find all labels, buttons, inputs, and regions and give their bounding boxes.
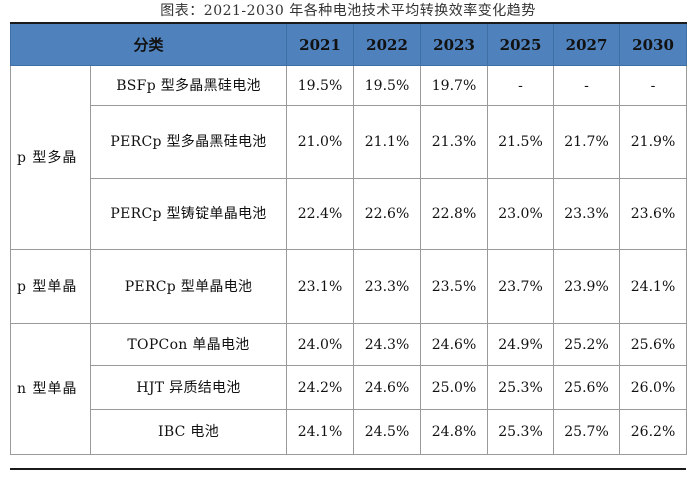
group-label: n 型单晶 bbox=[10, 323, 91, 455]
value-cell: 23.3% bbox=[353, 249, 422, 324]
value-cell: 19.5% bbox=[286, 65, 355, 106]
value-cell: 24.3% bbox=[353, 323, 422, 366]
header-category: 分类 bbox=[9, 22, 288, 66]
tech-name: PERCp 型铸锭单晶电池 bbox=[89, 178, 288, 250]
value-cell: 23.0% bbox=[487, 178, 555, 250]
value-cell: 25.6% bbox=[553, 365, 621, 410]
tech-name: BSFp 型多晶黑硅电池 bbox=[89, 65, 288, 106]
value-cell: 24.1% bbox=[619, 249, 688, 324]
value-cell: - bbox=[619, 65, 688, 106]
value-cell: 25.0% bbox=[420, 365, 489, 410]
value-cell: 24.0% bbox=[286, 323, 355, 366]
value-cell: 24.1% bbox=[286, 409, 355, 455]
value-cell: - bbox=[487, 65, 555, 106]
header-year: 2023 bbox=[420, 22, 489, 66]
value-cell: 25.3% bbox=[487, 409, 555, 455]
tech-name: HJT 异质结电池 bbox=[89, 365, 288, 410]
header-year: 2027 bbox=[553, 22, 621, 66]
tech-name: PERCp 型单晶电池 bbox=[89, 249, 288, 324]
value-cell: 21.5% bbox=[487, 105, 555, 179]
value-cell: 22.6% bbox=[353, 178, 422, 250]
value-cell: 23.9% bbox=[553, 249, 621, 324]
table-row: p 型多晶 BSFp 型多晶黑硅电池 19.5% 19.5% 19.7% - -… bbox=[10, 65, 688, 250]
header-row: 分类 2021 2022 2023 2025 2027 2030 bbox=[9, 22, 688, 66]
header-year: 2030 bbox=[619, 22, 688, 66]
table-row: PERCp 型多晶黑硅电池 21.0% 21.1% 21.3% 21.5% 21… bbox=[11, 105, 688, 179]
value-cell: 22.8% bbox=[420, 178, 489, 250]
tech-name: TOPCon 单晶电池 bbox=[89, 323, 288, 366]
value-cell: 21.0% bbox=[286, 105, 355, 179]
table-row: PERCp 型铸锭单晶电池 22.4% 22.6% 22.8% 23.0% 23… bbox=[11, 178, 688, 250]
value-cell: 21.1% bbox=[353, 105, 422, 179]
value-cell: 25.2% bbox=[553, 323, 621, 366]
bottom-rule bbox=[10, 468, 686, 470]
value-cell: 26.0% bbox=[619, 365, 688, 410]
value-cell: 25.3% bbox=[487, 365, 555, 410]
value-cell: 19.5% bbox=[353, 65, 422, 106]
value-cell: 24.2% bbox=[286, 365, 355, 410]
value-cell: 24.6% bbox=[420, 323, 489, 366]
header-year: 2021 bbox=[286, 22, 355, 66]
header-year: 2025 bbox=[487, 22, 555, 66]
value-cell: 24.5% bbox=[353, 409, 422, 455]
tech-name: IBC 电池 bbox=[89, 409, 288, 455]
group-label: p 型多晶 bbox=[10, 65, 91, 250]
value-cell: 26.2% bbox=[619, 409, 688, 455]
group-label: p 型单晶 bbox=[10, 249, 91, 324]
table-row: IBC 电池 24.1% 24.5% 24.8% 25.3% 25.7% 26.… bbox=[11, 409, 688, 455]
value-cell: 21.3% bbox=[420, 105, 489, 179]
value-cell: 24.8% bbox=[420, 409, 489, 455]
value-cell: 22.4% bbox=[286, 178, 355, 250]
value-cell: 23.1% bbox=[286, 249, 355, 324]
value-cell: 23.7% bbox=[487, 249, 555, 324]
value-cell: 23.3% bbox=[553, 178, 621, 250]
tech-name: PERCp 型多晶黑硅电池 bbox=[89, 105, 288, 179]
value-cell: - bbox=[553, 65, 621, 106]
table-row: n 型单晶 TOPCon 单晶电池 24.0% 24.3% 24.6% 24.9… bbox=[10, 323, 688, 455]
value-cell: 19.7% bbox=[420, 65, 489, 106]
value-cell: 23.5% bbox=[420, 249, 489, 324]
value-cell: 21.9% bbox=[619, 105, 688, 179]
value-cell: 23.6% bbox=[619, 178, 688, 250]
value-cell: 21.7% bbox=[553, 105, 621, 179]
value-cell: 25.7% bbox=[553, 409, 621, 455]
header-year: 2022 bbox=[353, 22, 422, 66]
value-cell: 24.6% bbox=[353, 365, 422, 410]
value-cell: 25.6% bbox=[619, 323, 688, 366]
table-row: p 型单晶 PERCp 型单晶电池 23.1% 23.3% 23.5% 23.7… bbox=[10, 249, 688, 324]
table-caption: 图表：2021-2030 年各种电池技术平均转换效率变化趋势 bbox=[160, 3, 536, 19]
value-cell: 24.9% bbox=[487, 323, 555, 366]
table-row: HJT 异质结电池 24.2% 24.6% 25.0% 25.3% 25.6% … bbox=[11, 365, 688, 410]
efficiency-table: 分类 2021 2022 2023 2025 2027 2030 p 型多晶 B… bbox=[9, 22, 688, 455]
